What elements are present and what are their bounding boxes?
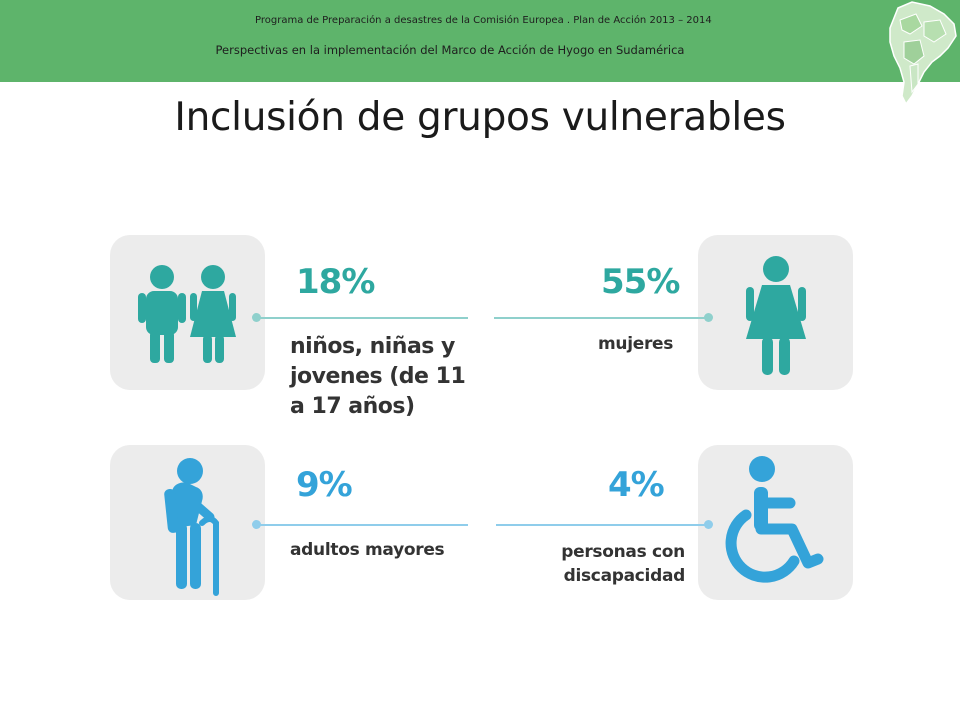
elderly-person-icon: [164, 458, 219, 596]
woman-icon: [746, 256, 806, 375]
children-connector-line: [256, 317, 468, 319]
women-percentage: 55%: [601, 262, 680, 302]
women-connector-line: [494, 317, 706, 319]
disability-percentage: 4%: [608, 465, 665, 505]
elderly-connector-line: [256, 524, 468, 526]
disability-connector-dot: [704, 520, 713, 529]
women-label: mujeres: [598, 334, 674, 354]
elderly-percentage: 9%: [296, 465, 353, 505]
slide-title: Inclusión de grupos vulnerables: [174, 95, 786, 140]
children-label: niños, niñas y jovenes (de 11 a 17 años): [290, 334, 466, 419]
children-icon-box: [110, 235, 265, 390]
disability-label: personas con discapacidad: [561, 542, 685, 586]
wheelchair-icon: [725, 456, 824, 583]
wheelchair-icon-box: [698, 445, 853, 600]
header-band: [0, 0, 960, 82]
women-connector-dot: [704, 313, 713, 322]
header-subtitle: Perspectivas en la implementación del Ma…: [215, 43, 685, 57]
elderly-icon-box: [110, 445, 265, 600]
woman-icon-box: [698, 235, 853, 390]
south-america-map-icon: [889, 1, 957, 105]
header-program-line: Programa de Preparación a desastres de l…: [255, 15, 712, 26]
children-percentage: 18%: [296, 262, 375, 302]
children-icon: [138, 265, 236, 363]
elderly-label: adultos mayores: [290, 540, 445, 560]
disability-connector-line: [496, 524, 706, 526]
